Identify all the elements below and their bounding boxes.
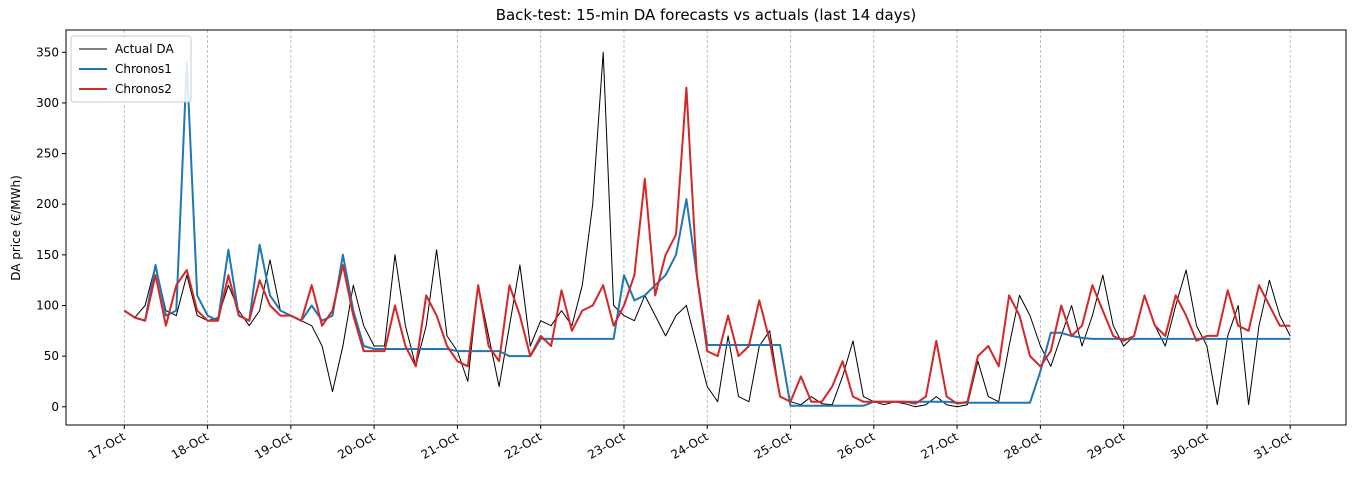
y-tick-label: 50 bbox=[44, 349, 59, 363]
x-tick-label: 29-Oct bbox=[1085, 429, 1127, 462]
y-tick-label: 350 bbox=[36, 45, 59, 59]
y-tick-label: 100 bbox=[36, 298, 59, 312]
x-tick-label: 27-Oct bbox=[918, 429, 960, 462]
y-tick-label: 300 bbox=[36, 96, 59, 110]
x-tick-label: 23-Oct bbox=[585, 429, 627, 462]
x-tick-label: 17-Oct bbox=[86, 429, 128, 462]
x-tick-label: 30-Oct bbox=[1168, 429, 1210, 462]
x-tick-label: 18-Oct bbox=[169, 429, 211, 462]
legend-label: Chronos1 bbox=[115, 62, 172, 76]
legend-box bbox=[70, 35, 192, 103]
series-line bbox=[123, 86, 1291, 405]
x-tick-label: 24-Oct bbox=[669, 429, 711, 462]
x-tick-label: 26-Oct bbox=[835, 429, 877, 462]
x-tick-label: 21-Oct bbox=[419, 429, 461, 462]
y-tick-label: 150 bbox=[36, 248, 59, 262]
y-axis-label: DA price (€/MWh) bbox=[9, 175, 23, 281]
x-tick-label: 19-Oct bbox=[252, 429, 294, 462]
x-tick-label: 25-Oct bbox=[752, 429, 794, 462]
series-line bbox=[124, 51, 1291, 408]
x-tick-label: 20-Oct bbox=[335, 429, 377, 462]
x-tick-label: 31-Oct bbox=[1251, 429, 1293, 462]
legend-label: Chronos2 bbox=[115, 82, 172, 96]
chart-title: Back-test: 15-min DA forecasts vs actual… bbox=[496, 6, 917, 24]
legend-label: Actual DA bbox=[115, 42, 174, 56]
x-tick-label: 28-Oct bbox=[1002, 429, 1044, 462]
x-tick-label: 22-Oct bbox=[502, 429, 544, 462]
y-tick-label: 250 bbox=[36, 147, 59, 161]
y-tick-label: 200 bbox=[36, 197, 59, 211]
series-line bbox=[123, 61, 1291, 407]
plot-frame bbox=[65, 29, 1347, 426]
y-tick-label: 0 bbox=[51, 400, 59, 414]
